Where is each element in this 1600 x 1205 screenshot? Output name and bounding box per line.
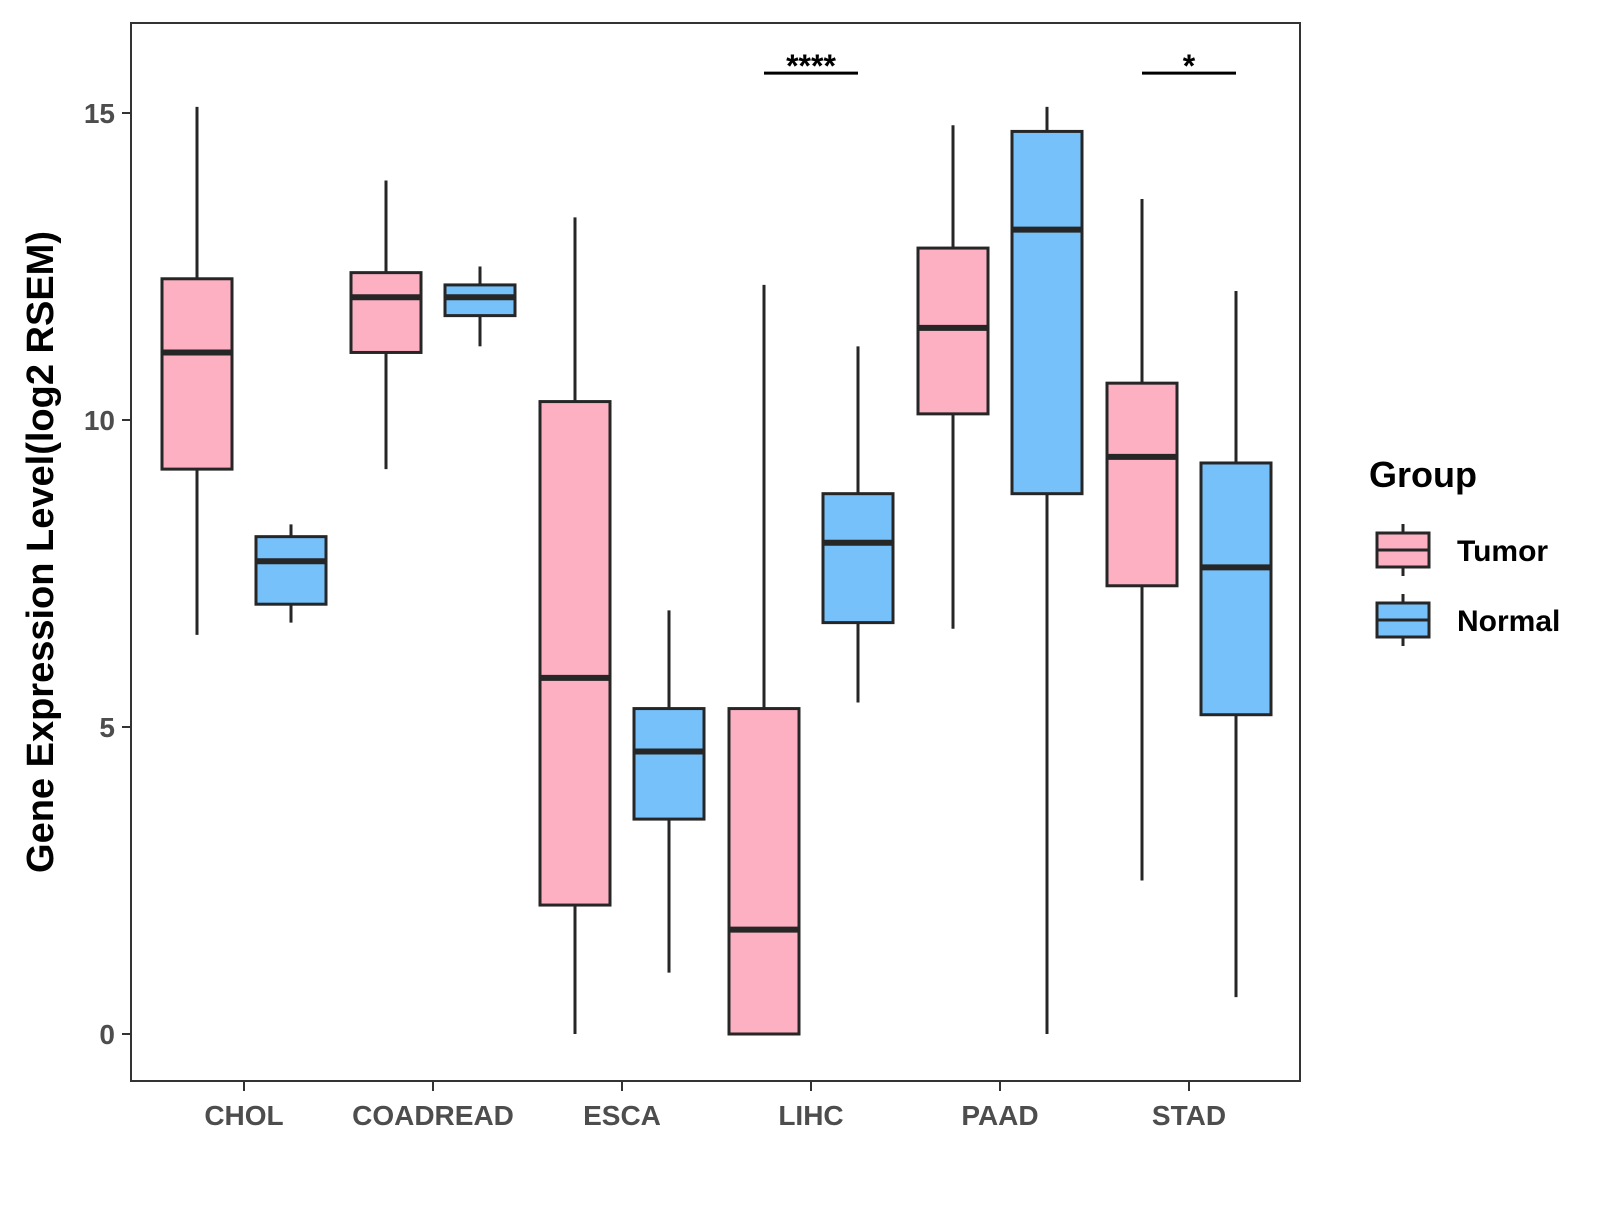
legend-label: Normal xyxy=(1457,605,1560,638)
box-body xyxy=(160,277,234,471)
box-normal-chol xyxy=(254,524,328,623)
significance-label: * xyxy=(1183,48,1196,84)
box-normal-stad xyxy=(1199,291,1273,998)
x-axis: CHOL COADREAD ESCA LIHC PAAD STAD xyxy=(204,1081,1226,1131)
x-tick-label-stad: STAD xyxy=(1152,1100,1226,1131)
box-body xyxy=(443,283,517,318)
box-body xyxy=(1199,461,1273,717)
box-tumor-stad xyxy=(1105,198,1179,881)
box-body xyxy=(1105,381,1179,588)
box-tumor-chol xyxy=(160,106,234,635)
legend-label: Tumor xyxy=(1457,535,1548,568)
box-body xyxy=(821,492,895,625)
x-tick-label-lihc: LIHC xyxy=(778,1100,843,1131)
x-tick-label-esca: ESCA xyxy=(583,1100,661,1131)
y-tick-label: 5 xyxy=(99,712,115,743)
box-normal-esca xyxy=(632,610,706,973)
y-tick-label: 15 xyxy=(84,98,115,129)
box-body xyxy=(916,246,990,416)
y-axis-label: Gene Expression Level(log2 RSEM) xyxy=(20,231,62,873)
legend: Group Tumor Normal xyxy=(1369,454,1560,646)
box-group xyxy=(160,106,1273,1036)
x-tick-label-coadread: COADREAD xyxy=(352,1100,514,1131)
significance-label: **** xyxy=(786,48,836,84)
x-tick-label-chol: CHOL xyxy=(204,1100,283,1131)
box-normal-lihc xyxy=(821,346,895,703)
box-body xyxy=(1010,129,1084,496)
box-tumor-paad xyxy=(916,125,990,629)
box-normal-coadread xyxy=(443,266,517,347)
y-tick-label: 10 xyxy=(84,405,115,436)
significance-annotations: **** * xyxy=(764,48,1236,84)
y-axis: 0 5 10 15 xyxy=(84,98,131,1050)
box-tumor-coadread xyxy=(349,180,423,470)
box-body xyxy=(632,707,706,821)
y-tick-label: 0 xyxy=(99,1019,115,1050)
legend-item-normal: Normal xyxy=(1375,594,1560,646)
legend-title: Group xyxy=(1369,454,1477,495)
box-body xyxy=(349,271,423,354)
x-tick-label-paad: PAAD xyxy=(961,1100,1038,1131)
box-body xyxy=(538,400,612,907)
box-body xyxy=(727,707,801,1036)
legend-item-tumor: Tumor xyxy=(1375,524,1548,576)
box-tumor-esca xyxy=(538,217,612,1034)
box-tumor-lihc xyxy=(727,284,801,1036)
box-body xyxy=(254,535,328,606)
box-normal-paad xyxy=(1010,106,1084,1034)
